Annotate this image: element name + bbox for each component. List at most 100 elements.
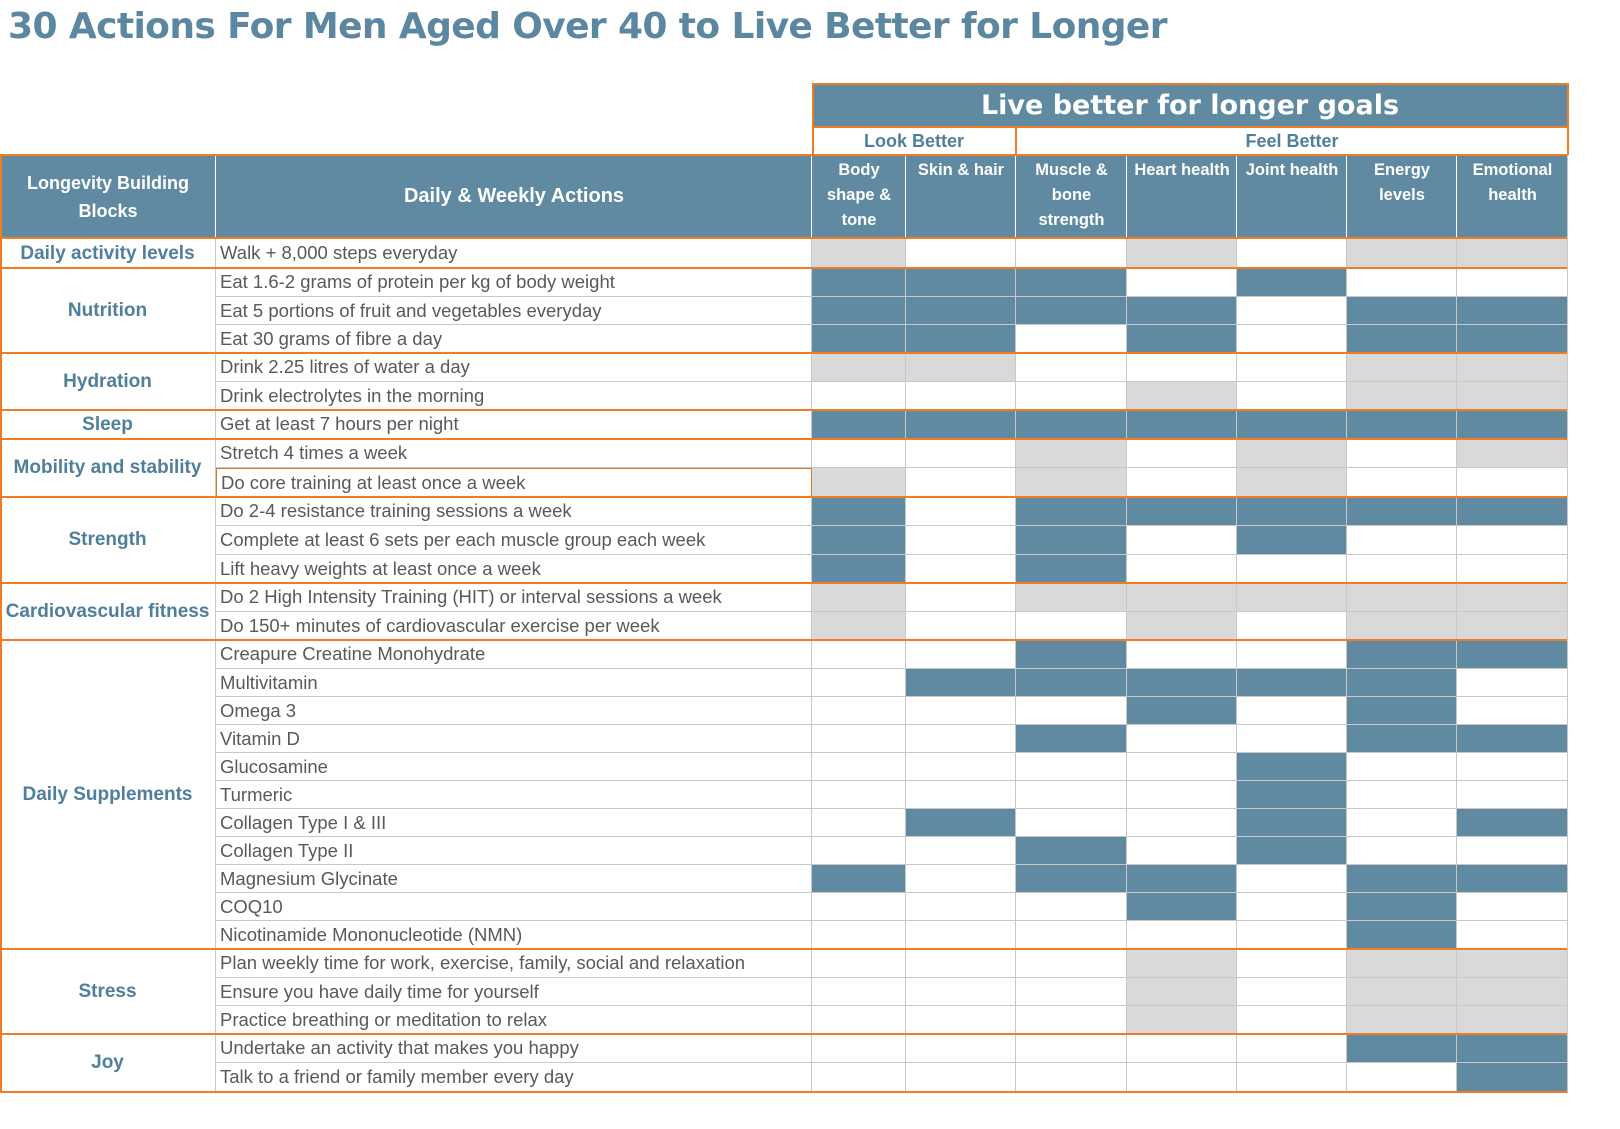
- goal-cell-empty: [1457, 697, 1568, 725]
- goal-cell-empty: [812, 1063, 906, 1092]
- goal-cell-empty: [1127, 640, 1237, 669]
- goal-cell-empty: [906, 837, 1016, 865]
- goal-cell-empty: [1016, 781, 1127, 809]
- goal-cell-dark: [1457, 1063, 1568, 1092]
- goal-cell-empty: [906, 439, 1016, 468]
- goal-cell-empty: [1127, 439, 1237, 468]
- actions-column-header: Daily & Weekly Actions: [216, 155, 812, 238]
- goal-cell-dark: [1016, 837, 1127, 865]
- goal-cell-dark: [1457, 410, 1568, 439]
- goal-cell-empty: [1347, 837, 1457, 865]
- goal-cell-light: [1347, 353, 1457, 382]
- goal-group-look-better: Look Better: [863, 131, 964, 151]
- header-column-separator: [1236, 155, 1237, 238]
- goal-cell-light: [812, 239, 906, 268]
- goal-cell-empty: [1016, 753, 1127, 781]
- goal-cell-light: [1347, 612, 1457, 640]
- goal-cell-dark: [1016, 865, 1127, 893]
- goal-cell-empty: [1016, 949, 1127, 978]
- goal-cell-empty: [1347, 268, 1457, 297]
- goal-cell-light: [1457, 583, 1568, 612]
- goal-cell-empty: [1457, 555, 1568, 583]
- goal-cell-empty: [1347, 526, 1457, 555]
- action-cell: Eat 30 grams of fibre a day: [216, 325, 812, 353]
- goal-cell-dark: [812, 526, 906, 555]
- goal-cell-dark: [1016, 555, 1127, 583]
- goal-cell-dark: [1237, 497, 1347, 526]
- goal-cell-light: [906, 353, 1016, 382]
- goal-cell-light: [1347, 978, 1457, 1006]
- goal-cell-empty: [1347, 468, 1457, 497]
- goal-cell-empty: [812, 837, 906, 865]
- goal-cell-empty: [1237, 978, 1347, 1006]
- goal-cell-dark: [812, 865, 906, 893]
- goal-cell-dark: [1127, 669, 1237, 697]
- goal-cell-empty: [1237, 555, 1347, 583]
- goal-cell-light: [1237, 468, 1347, 497]
- goal-cell-dark: [1347, 669, 1457, 697]
- goal-cell-empty: [1016, 239, 1127, 268]
- goal-cell-empty: [906, 468, 1016, 497]
- goal-cell-light: [1457, 382, 1568, 410]
- goal-cell-empty: [906, 1006, 1016, 1034]
- table-right-edge: [1567, 155, 1568, 1092]
- goal-cell-empty: [906, 382, 1016, 410]
- goal-cell-empty: [1457, 781, 1568, 809]
- goal-cell-empty: [812, 809, 906, 837]
- goal-cell-empty: [1237, 725, 1347, 753]
- goal-cell-empty: [1127, 809, 1237, 837]
- goal-cell-dark: [1016, 725, 1127, 753]
- goal-cell-empty: [812, 640, 906, 669]
- goal-cell-empty: [906, 239, 1016, 268]
- goal-cell-dark: [1016, 497, 1127, 526]
- goal-cell-light: [1457, 1006, 1568, 1034]
- header-top-rule: [0, 154, 1568, 156]
- goal-cell-dark: [1457, 497, 1568, 526]
- action-cell: Stretch 4 times a week: [216, 439, 812, 468]
- goal-cell-empty: [1457, 268, 1568, 297]
- action-cell: Get at least 7 hours per night: [216, 410, 812, 439]
- goal-cell-empty: [1127, 468, 1237, 497]
- goal-cell-light: [1127, 949, 1237, 978]
- goal-cell-empty: [812, 1006, 906, 1034]
- goal-cell-dark: [1237, 837, 1347, 865]
- goal-cell-empty: [906, 526, 1016, 555]
- goal-cell-empty: [906, 753, 1016, 781]
- goal-cell-dark: [1016, 410, 1127, 439]
- goal-cell-dark: [1237, 809, 1347, 837]
- header-column-separator: [1456, 155, 1457, 238]
- goal-cell-empty: [812, 978, 906, 1006]
- goal-cell-light: [1127, 978, 1237, 1006]
- goal-cell-dark: [1347, 697, 1457, 725]
- goal-cell-empty: [1016, 697, 1127, 725]
- goal-cell-empty: [1457, 468, 1568, 497]
- action-cell: Eat 1.6-2 grams of protein per kg of bod…: [216, 268, 812, 297]
- goal-cell-empty: [1237, 612, 1347, 640]
- goal-header-energy-levels: Energy levels: [1347, 155, 1457, 238]
- goals-left-rule: [812, 83, 814, 155]
- goal-cell-light: [1016, 468, 1127, 497]
- action-cell: Vitamin D: [216, 725, 812, 753]
- action-cell: Nicotinamide Mononucleotide (NMN): [216, 921, 812, 949]
- goal-cell-dark: [1457, 865, 1568, 893]
- goal-cell-dark: [1237, 781, 1347, 809]
- goal-cell-dark: [1127, 325, 1237, 353]
- action-cell: COQ10: [216, 893, 812, 921]
- goal-cell-dark: [906, 410, 1016, 439]
- goal-cell-empty: [1457, 753, 1568, 781]
- action-cell: Multivitamin: [216, 669, 812, 697]
- goal-cell-empty: [812, 949, 906, 978]
- action-cell[interactable]: Do core training at least once a week: [216, 468, 812, 497]
- goal-cell-light: [1237, 583, 1347, 612]
- goal-cell-empty: [906, 949, 1016, 978]
- action-cell: Walk + 8,000 steps everyday: [216, 239, 812, 268]
- block-label: Mobility and stability: [0, 439, 216, 497]
- goal-cell-empty: [1237, 697, 1347, 725]
- goal-cell-dark: [1127, 497, 1237, 526]
- goal-header-body-shape-and-tone: Body shape & tone: [812, 155, 906, 238]
- goal-cell-dark: [1347, 325, 1457, 353]
- action-cell: Glucosamine: [216, 753, 812, 781]
- action-cell: Turmeric: [216, 781, 812, 809]
- goal-cell-dark: [1457, 640, 1568, 669]
- action-cell: Eat 5 portions of fruit and vegetables e…: [216, 297, 812, 325]
